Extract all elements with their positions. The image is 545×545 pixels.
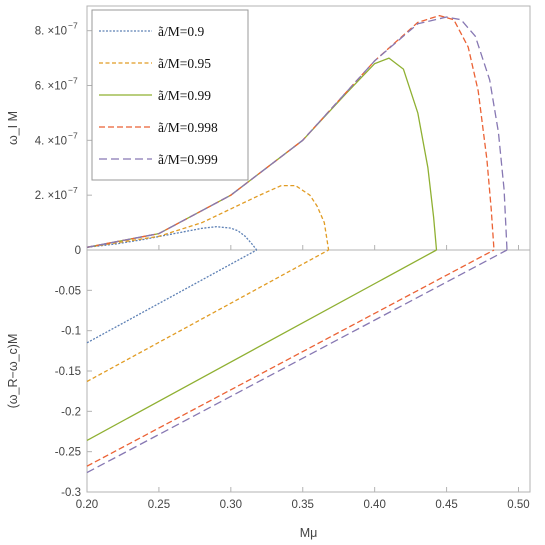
axis-labels: Mμ ω_I M (ω_R−ω_c)M: [6, 111, 317, 540]
series-4-top-line: [86, 14, 495, 251]
legend-label: ã/M=0.998: [158, 120, 218, 135]
series-5-bottom-line: [86, 249, 508, 474]
top-y-tick-label: 2. ×10: [35, 190, 67, 202]
x-axis-label: Mμ: [300, 526, 318, 540]
x-tick-label: 0.50: [507, 499, 529, 511]
series-2-bottom-line: [86, 249, 329, 383]
series-4: [86, 14, 495, 467]
bottom-y-axis-label: (ω_R−ω_c)M: [6, 334, 20, 409]
bottom-y-tick-label: -0.1: [61, 326, 81, 338]
top-y-axis-label: ω_I M: [6, 111, 20, 145]
legend: ã/M=0.9 ã/M=0.95 ã/M=0.99 ã/M=0.998 ã/M=0.99…: [91, 9, 249, 181]
legend-entry: ã/M=0.95: [99, 56, 211, 71]
x-tick-label: 0.25: [148, 499, 170, 511]
series-5: [86, 16, 508, 474]
top-y-tick-label: 0: [75, 245, 81, 257]
legend-entry: ã/M=0.9: [99, 24, 204, 39]
bottom-y-tick-label: -0.3: [61, 487, 81, 499]
series-3-top-line: [86, 57, 438, 251]
series-3-bottom-line: [86, 249, 437, 441]
x-tick-label: 0.45: [435, 499, 457, 511]
series-layer: [86, 14, 508, 474]
bottom-y-tick-label: -0.15: [55, 366, 81, 378]
top-y-tick-exponent: −7: [68, 185, 78, 195]
legend-label: ã/M=0.99: [158, 88, 211, 103]
top-y-tick-exponent: −7: [68, 76, 78, 86]
bottom-y-tick-label: -0.05: [55, 285, 81, 297]
x-tick-label: 0.30: [220, 499, 242, 511]
legend-label: ã/M=0.999: [158, 152, 218, 167]
series-2-top-line: [86, 184, 330, 251]
series-5-top-line: [86, 16, 508, 251]
series-1-top-line: [86, 226, 258, 251]
bottom-y-tick-label: -0.2: [61, 406, 81, 418]
top-y-tick-label: 8. ×10: [35, 26, 67, 38]
series-3: [86, 57, 438, 441]
legend-label: ã/M=0.95: [158, 56, 211, 71]
top-y-tick-label: 6. ×10: [35, 81, 67, 93]
bottom-y-tick-label: -0.25: [55, 447, 81, 459]
series-1: [86, 226, 258, 344]
top-y-tick-label: 4. ×10: [35, 135, 67, 147]
legend-entry: ã/M=0.998: [99, 120, 218, 135]
top-y-tick-exponent: −7: [68, 21, 78, 31]
legend-entry: ã/M=0.99: [99, 88, 211, 103]
series-2: [86, 184, 330, 383]
x-tick-label: 0.20: [76, 499, 98, 511]
legend-entry: ã/M=0.999: [99, 152, 218, 167]
legend-label: ã/M=0.9: [158, 24, 204, 39]
bottom-panel-frame: [86, 249, 531, 493]
top-y-tick-exponent: −7: [68, 130, 78, 140]
x-tick-label: 0.40: [363, 499, 385, 511]
series-1-bottom-line: [86, 249, 258, 344]
x-tick-label: 0.35: [292, 499, 314, 511]
series-4-bottom-line: [86, 249, 495, 467]
